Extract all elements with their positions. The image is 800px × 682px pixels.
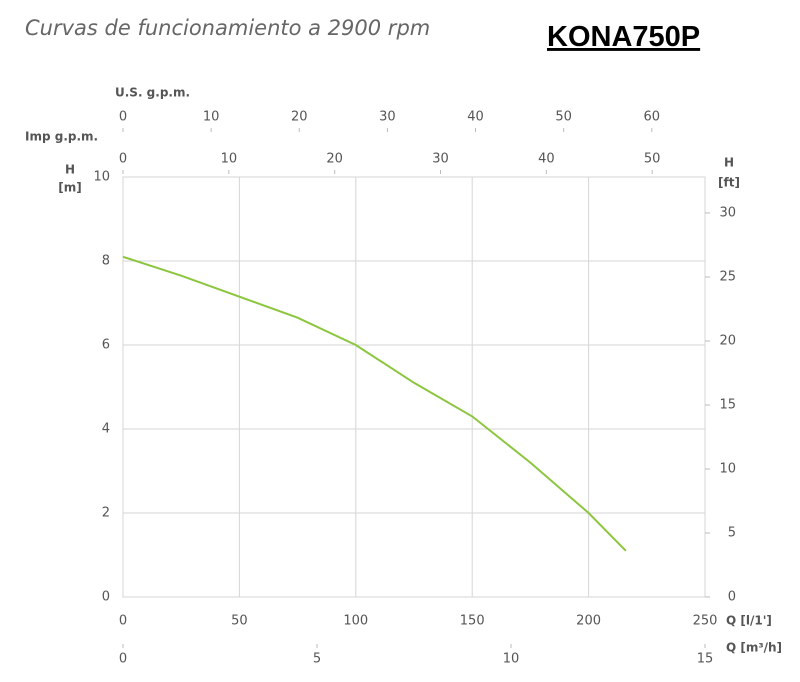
y-tick-label: 10 bbox=[93, 170, 110, 185]
plot-frame bbox=[122, 176, 706, 598]
y-tick-label: 6 bbox=[102, 338, 110, 353]
x-tick-label: 40 bbox=[467, 110, 484, 125]
y2-axis-symbol: H bbox=[724, 156, 734, 170]
x-tick-label: 30 bbox=[432, 152, 449, 167]
x-tick-label: 20 bbox=[326, 152, 343, 167]
x-axis-label: Q [m³/h] bbox=[726, 641, 782, 655]
x-axis-label: Imp g.p.m. bbox=[25, 130, 98, 144]
x-tick-label: 15 bbox=[697, 652, 714, 667]
y2-tick-label: 0 bbox=[728, 590, 736, 605]
x-tick-label: 10 bbox=[203, 110, 220, 125]
x-tick-label: 0 bbox=[119, 652, 127, 667]
y-tick-label: 4 bbox=[102, 422, 110, 437]
x-tick-label: 50 bbox=[231, 614, 248, 629]
x-tick-label: 10 bbox=[503, 652, 520, 667]
pump-curve bbox=[122, 255, 627, 552]
x-axis-label: Q [l/1'] bbox=[726, 614, 772, 628]
x-tick-label: 250 bbox=[693, 614, 718, 629]
x-tick-label: 10 bbox=[221, 152, 238, 167]
x-tick-label: 40 bbox=[538, 152, 555, 167]
y-tick-label: 8 bbox=[102, 254, 110, 269]
x-tick-label: 60 bbox=[643, 110, 660, 125]
model-name: KONA750P bbox=[547, 21, 700, 53]
y-tick-label: 0 bbox=[102, 590, 110, 605]
y2-tick-label: 10 bbox=[719, 461, 736, 476]
x-tick-label: 5 bbox=[313, 652, 321, 667]
x-tick-label: 0 bbox=[119, 614, 127, 629]
x-tick-label: 50 bbox=[555, 110, 572, 125]
y2-axis-unit: [ft] bbox=[718, 176, 740, 190]
y2-tick-label: 30 bbox=[719, 205, 736, 220]
x-tick-label: 0 bbox=[119, 110, 127, 125]
x-tick-label: 20 bbox=[291, 110, 308, 125]
x-tick-label: 50 bbox=[644, 152, 661, 167]
y2-tick-label: 25 bbox=[719, 269, 736, 284]
y-tick-label: 2 bbox=[102, 506, 110, 521]
x-tick-label: 0 bbox=[119, 152, 127, 167]
x-tick-label: 100 bbox=[343, 614, 368, 629]
x-tick-label: 30 bbox=[379, 110, 396, 125]
y2-tick-label: 15 bbox=[719, 397, 736, 412]
y2-tick-label: 5 bbox=[728, 525, 736, 540]
x-tick-label: 150 bbox=[460, 614, 485, 629]
y2-tick-label: 20 bbox=[719, 333, 736, 348]
x-tick-label: 200 bbox=[576, 614, 601, 629]
y-axis-unit: [m] bbox=[58, 181, 81, 195]
chart-title: Curvas de funcionamiento a 2900 rpm bbox=[25, 16, 430, 40]
x-axis-label: U.S. g.p.m. bbox=[115, 86, 190, 100]
y-axis-symbol: H bbox=[65, 163, 75, 177]
